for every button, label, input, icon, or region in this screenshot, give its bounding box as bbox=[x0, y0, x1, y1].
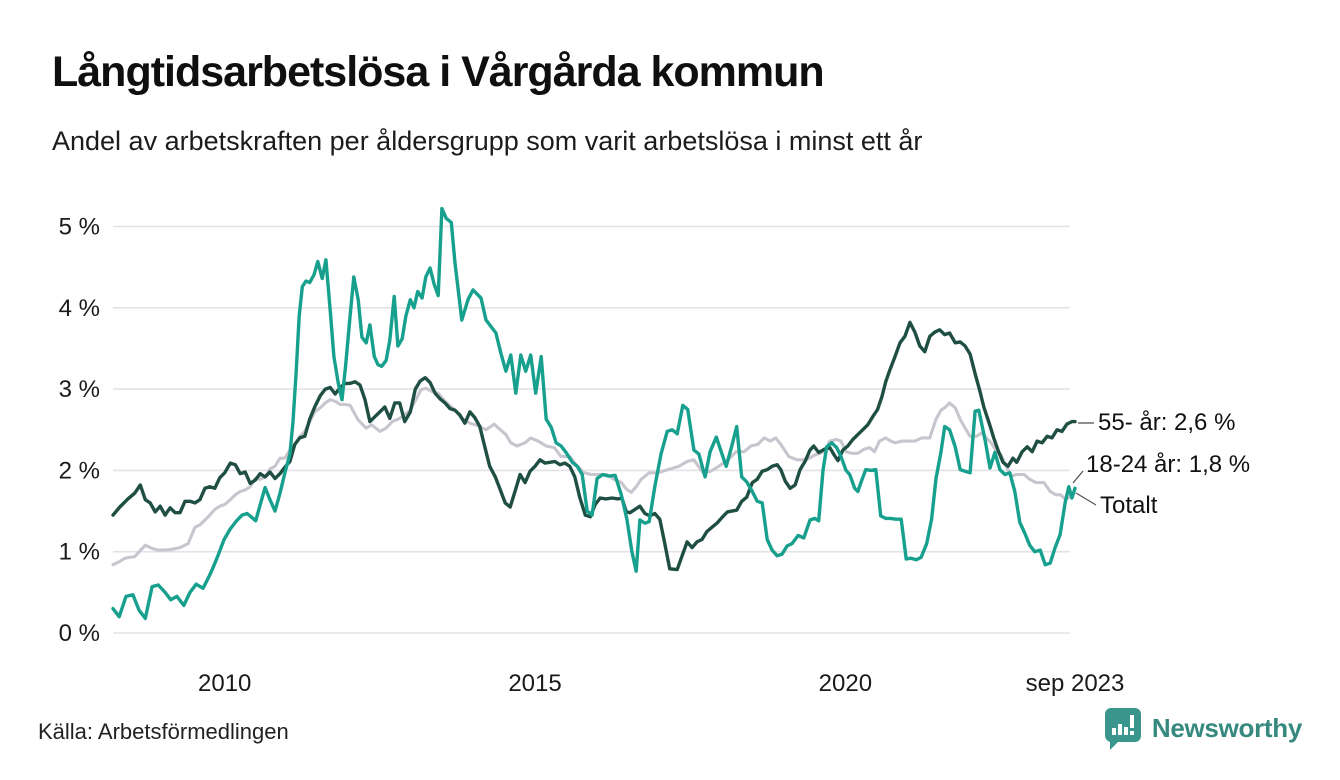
series-line-55-r bbox=[111, 320, 1077, 572]
series-end-label-totalt: Totalt bbox=[1100, 492, 1158, 519]
label-connector-line-18-24-r bbox=[1072, 470, 1084, 484]
label-connector-line-totalt bbox=[1075, 492, 1097, 506]
newsworthy-logo-icon bbox=[1104, 708, 1141, 750]
y-axis-tick-label: 4 % bbox=[59, 295, 100, 322]
newsworthy-logo: Newsworthy bbox=[1103, 706, 1302, 750]
y-axis-tick-label: 0 % bbox=[59, 620, 100, 647]
y-axis-tick-label: 3 % bbox=[59, 376, 100, 403]
source-note: Källa: Arbetsförmedlingen bbox=[38, 719, 289, 744]
x-axis-tick-label: sep 2023 bbox=[1026, 670, 1125, 697]
y-axis-tick-label: 2 % bbox=[59, 457, 100, 484]
series-line-18-24-r bbox=[111, 206, 1077, 621]
y-axis-tick-label: 5 % bbox=[59, 214, 100, 241]
x-axis-tick-label: 2015 bbox=[508, 670, 561, 697]
x-axis-tick-label: 2020 bbox=[819, 670, 872, 697]
brand-name: Newsworthy bbox=[1151, 712, 1302, 743]
x-axis-tick-label: 2010 bbox=[198, 670, 251, 697]
series-end-label-55-r: 55- år: 2,6 % bbox=[1098, 409, 1235, 436]
y-axis-tick-label: 1 % bbox=[59, 539, 100, 566]
series-end-label-18-24-r: 18-24 år: 1,8 % bbox=[1086, 451, 1250, 478]
chart-subtitle: Andel av arbetskraften per åldersgrupp s… bbox=[52, 126, 923, 156]
page-title: Långtidsarbetslösa i Vårgårda kommun bbox=[52, 48, 825, 96]
